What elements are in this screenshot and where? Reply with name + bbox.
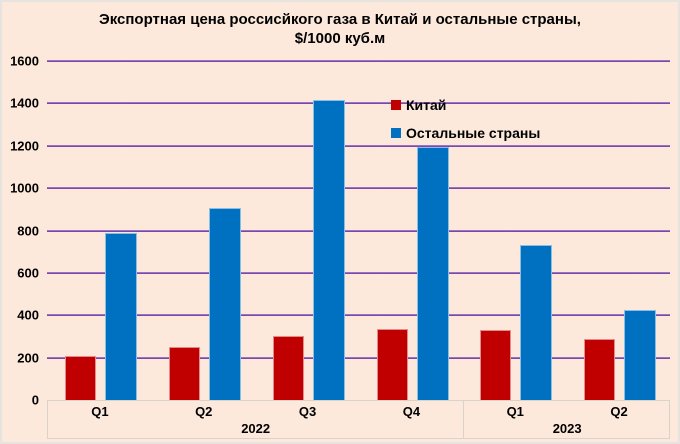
y-axis-tick-label: 1200 bbox=[10, 138, 39, 154]
y-axis-tick-label: 0 bbox=[31, 392, 39, 408]
legend-item-china: Китай bbox=[391, 96, 540, 114]
bar-others-q1-2023 bbox=[520, 245, 552, 400]
x-axis-quarter-label: Q4 bbox=[402, 404, 421, 419]
x-axis-quarter-label: Q1 bbox=[506, 404, 524, 419]
category-axis-box: Q1 Q2 Q3 Q4 Q1 Q2 2022 2023 bbox=[47, 400, 670, 439]
gridline bbox=[47, 187, 670, 190]
year-group-divider bbox=[463, 401, 465, 438]
gridline bbox=[47, 144, 670, 147]
x-axis-year-label: 2022 bbox=[241, 421, 271, 436]
bar-china-q2-2023 bbox=[584, 338, 615, 400]
gridline bbox=[47, 102, 670, 105]
y-axis-tick-label: 1600 bbox=[10, 53, 39, 69]
x-axis-quarter-label: Q2 bbox=[610, 404, 628, 419]
gridline bbox=[47, 229, 670, 232]
bar-others-q2-2022 bbox=[209, 208, 241, 400]
bar-china-q1-2023 bbox=[480, 330, 511, 400]
bar-china-q1-2022 bbox=[65, 355, 96, 400]
legend-label-others: Остальные страны bbox=[406, 125, 541, 141]
x-axis-year-label: 2023 bbox=[552, 421, 582, 436]
chart-title: Экспортная цена россисйкого газа в Китай… bbox=[2, 10, 678, 48]
y-axis-tick-label: 1000 bbox=[10, 180, 39, 196]
y-axis-tick-label: 600 bbox=[17, 265, 39, 281]
legend-item-others: Остальные страны bbox=[391, 124, 540, 142]
chart-title-line2: $/1000 куб.м bbox=[294, 30, 386, 47]
x-axis-quarter-label: Q1 bbox=[91, 404, 109, 419]
y-axis-tick-label: 800 bbox=[17, 223, 39, 238]
bar-others-q2-2023 bbox=[624, 309, 656, 400]
chart-title-line1: Экспортная цена россисйкого газа в Китай… bbox=[99, 11, 581, 28]
gridline bbox=[47, 271, 670, 274]
bar-others-q1-2022 bbox=[105, 232, 137, 400]
legend-swatch-china-icon bbox=[391, 100, 401, 110]
y-axis-tick-label: 1400 bbox=[10, 95, 39, 111]
gridline bbox=[47, 60, 670, 62]
bar-china-q3-2022 bbox=[273, 335, 304, 400]
gridline bbox=[47, 356, 670, 359]
bar-others-q3-2022 bbox=[313, 100, 345, 400]
y-axis-tick-label: 200 bbox=[17, 350, 39, 366]
bar-china-q2-2022 bbox=[169, 347, 200, 400]
legend-label-china: Китай bbox=[406, 97, 447, 113]
legend: Китай Остальные страны bbox=[391, 96, 540, 152]
x-axis-quarter-label: Q3 bbox=[298, 404, 317, 419]
x-axis-quarter-label: Q2 bbox=[195, 404, 213, 419]
bar-china-q4-2022 bbox=[377, 329, 408, 400]
gridline bbox=[47, 314, 670, 317]
y-axis-tick-label: 400 bbox=[17, 307, 39, 323]
legend-swatch-others-icon bbox=[391, 128, 401, 138]
bar-others-q4-2022 bbox=[417, 146, 449, 400]
